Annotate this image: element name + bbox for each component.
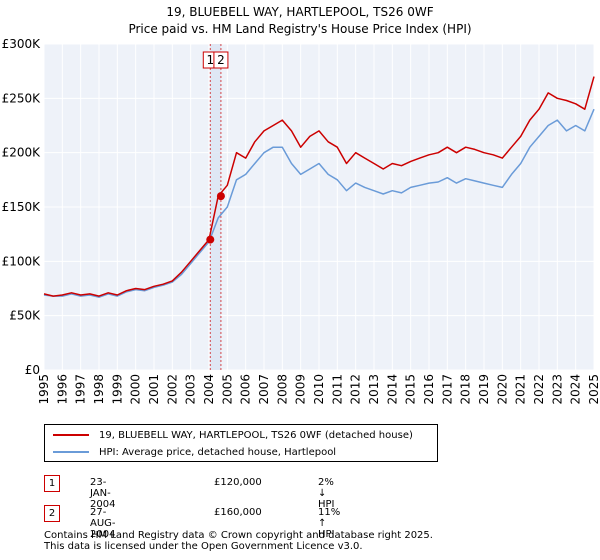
legend-item-property: 19, BLUEBELL WAY, HARTLEPOOL, TS26 0WF (… <box>53 427 413 443</box>
y-tick-label: £150K <box>2 200 42 214</box>
x-tick-label: 2006 <box>239 374 253 405</box>
x-tick-label: 2010 <box>312 374 326 405</box>
sale-price: £160,000 <box>214 507 262 518</box>
x-tick-label: 2017 <box>440 374 454 405</box>
x-tick-label: 2025 <box>587 374 600 405</box>
x-tick-label: 2008 <box>275 374 289 405</box>
x-tick-label: 2011 <box>330 374 344 405</box>
sale-badge: 2 <box>44 505 60 522</box>
sale-date: 23-JAN-2004 <box>90 477 116 510</box>
sale-hpi-change: 2% ↓ HPI <box>318 477 335 510</box>
chart-title-line1: 19, BLUEBELL WAY, HARTLEPOOL, TS26 0WF <box>166 5 434 19</box>
sale-point <box>216 192 225 201</box>
x-tick-label: 2023 <box>550 374 564 405</box>
x-tick-label: 2014 <box>385 374 399 405</box>
x-tick-label: 2000 <box>129 374 143 405</box>
chart-title: 19, BLUEBELL WAY, HARTLEPOOL, TS26 0WF P… <box>0 4 600 38</box>
x-tick-label: 2021 <box>514 374 528 405</box>
x-tick-label: 1995 <box>37 374 51 405</box>
legend-swatch-property <box>53 434 89 436</box>
series-line <box>43 76 595 297</box>
x-tick-label: 1998 <box>92 374 106 405</box>
x-tick-label: 1999 <box>110 374 124 405</box>
footer: Contains HM Land Registry data © Crown c… <box>44 530 433 552</box>
sale-price: £120,000 <box>214 477 262 488</box>
sale-date: 27-AUG-2004 <box>90 507 116 540</box>
legend-item-hpi: HPI: Average price, detached house, Hart… <box>53 444 336 460</box>
footer-line1: Contains HM Land Registry data © Crown c… <box>44 530 433 541</box>
sale-point <box>206 235 215 244</box>
y-tick-label: £200K <box>2 146 42 160</box>
x-tick-label: 2020 <box>495 374 509 405</box>
x-tick-label: 2019 <box>477 374 491 405</box>
series-line <box>43 108 595 298</box>
x-tick-label: 2013 <box>367 374 381 405</box>
y-tick-label: £300K <box>2 37 42 51</box>
footer-line2: This data is licensed under the Open Gov… <box>44 541 363 552</box>
y-tick-label: £50K <box>9 309 41 323</box>
legend-swatch-hpi <box>53 451 89 453</box>
y-tick-label: £100K <box>2 254 42 268</box>
x-tick-label: 2024 <box>569 374 583 405</box>
x-tick-label: 1996 <box>55 374 69 405</box>
legend-label-property: 19, BLUEBELL WAY, HARTLEPOOL, TS26 0WF (… <box>99 429 413 441</box>
x-tick-label: 2009 <box>294 374 308 405</box>
x-tick-label: 2012 <box>349 374 363 405</box>
chart-legend: 19, BLUEBELL WAY, HARTLEPOOL, TS26 0WF (… <box>44 424 438 462</box>
x-tick-label: 2015 <box>404 374 418 405</box>
sale-label-box <box>213 51 229 69</box>
chart-title-line2: Price paid vs. HM Land Registry's House … <box>128 22 472 36</box>
y-tick-label: £0 <box>25 363 40 377</box>
x-tick-label: 1997 <box>74 374 88 405</box>
x-tick-label: 2004 <box>202 374 216 405</box>
x-tick-label: 2003 <box>184 374 198 405</box>
x-tick-label: 2001 <box>147 374 161 405</box>
sale-label-text: 2 <box>217 53 225 67</box>
x-tick-label: 2007 <box>257 374 271 405</box>
legend-label-hpi: HPI: Average price, detached house, Hart… <box>99 446 337 458</box>
sale-hpi-change: 11% ↑ HPI <box>318 507 341 540</box>
x-tick-label: 2018 <box>459 374 473 405</box>
x-tick-label: 2016 <box>422 374 436 405</box>
x-tick-label: 2022 <box>532 374 546 405</box>
x-tick-label: 2002 <box>165 374 179 405</box>
x-tick-label: 2005 <box>220 374 234 405</box>
sale-badge: 1 <box>44 475 60 492</box>
y-tick-label: £250K <box>2 91 42 105</box>
sale-label-text: 1 <box>206 53 214 67</box>
